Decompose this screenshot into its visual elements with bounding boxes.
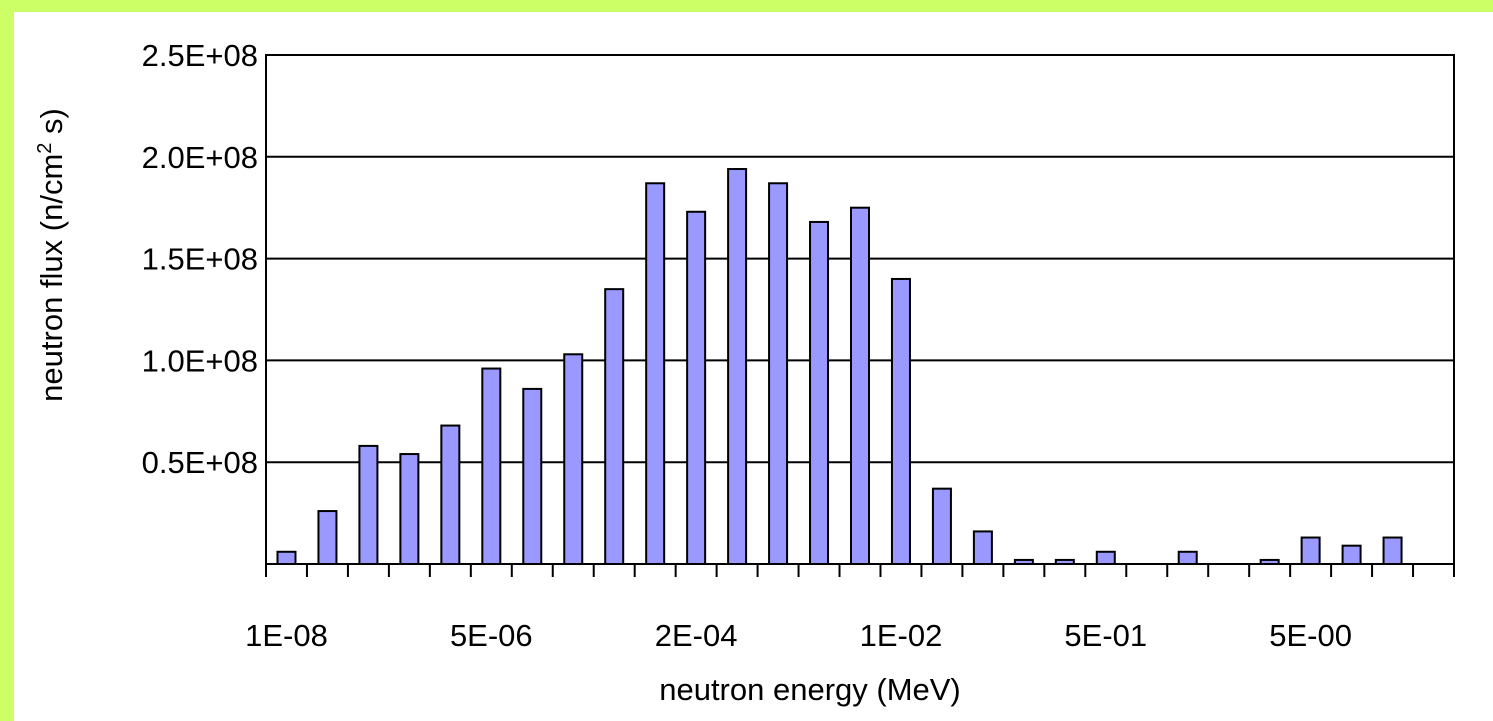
bar <box>358 444 379 565</box>
bar <box>809 220 830 565</box>
x-tick-label: 1E-08 <box>245 618 328 653</box>
bar <box>850 206 870 565</box>
y-axis-title: neutron flux (n/cm2 s) <box>34 108 69 402</box>
bar <box>686 210 707 565</box>
y-axis-title-main: neutron flux (n/cm <box>34 154 69 402</box>
bar <box>440 424 461 565</box>
y-axis-title-superscript: 2 <box>34 143 56 154</box>
plot-area-border <box>265 54 1455 565</box>
bar <box>890 277 911 565</box>
bars <box>276 168 1403 566</box>
bar <box>1300 536 1321 565</box>
y-axis-tick-labels: 0.5E+08 1.0E+08 1.5E+08 2.0E+08 2.5E+08 <box>142 38 258 480</box>
bar <box>604 288 625 565</box>
x-axis-title: neutron energy (MeV) <box>659 672 961 707</box>
bar <box>727 168 748 566</box>
x-tick-label: 5E-00 <box>1269 618 1352 653</box>
y-tick-label: 1.5E+08 <box>142 242 258 277</box>
neutron-flux-bar-chart: 0.5E+08 1.0E+08 1.5E+08 2.0E+08 2.5E+08 1E-0… <box>34 38 1455 707</box>
x-tick-label: 2E-04 <box>655 618 738 653</box>
bar <box>522 387 543 565</box>
bar <box>1095 550 1116 565</box>
x-tick-label: 5E-01 <box>1064 618 1147 653</box>
y-tick-label: 1.0E+08 <box>142 343 258 378</box>
bar <box>1341 544 1362 566</box>
bar <box>768 182 789 565</box>
y-tick-label: 0.5E+08 <box>142 445 258 480</box>
bar <box>317 510 338 565</box>
bar <box>276 550 297 565</box>
bar <box>399 453 420 565</box>
y-tick-label: 2.5E+08 <box>142 38 258 73</box>
y-tick-label: 2.0E+08 <box>142 140 258 175</box>
bar <box>563 353 584 565</box>
bar <box>481 367 502 565</box>
x-tick-label: 5E-06 <box>450 618 533 653</box>
y-axis-title-suffix: s) <box>34 108 69 142</box>
x-tick-label: 1E-02 <box>860 618 943 653</box>
bar <box>1177 550 1198 565</box>
bar <box>645 182 666 565</box>
x-axis-tick-labels: 1E-08 5E-06 2E-04 1E-02 5E-01 5E-00 <box>245 618 1352 653</box>
bar <box>931 487 952 565</box>
chart-frame: 0.5E+08 1.0E+08 1.5E+08 2.0E+08 2.5E+08 1E-0… <box>14 12 1493 721</box>
x-axis-ticks <box>265 564 1455 577</box>
bar <box>972 530 993 566</box>
bar <box>1382 536 1403 565</box>
